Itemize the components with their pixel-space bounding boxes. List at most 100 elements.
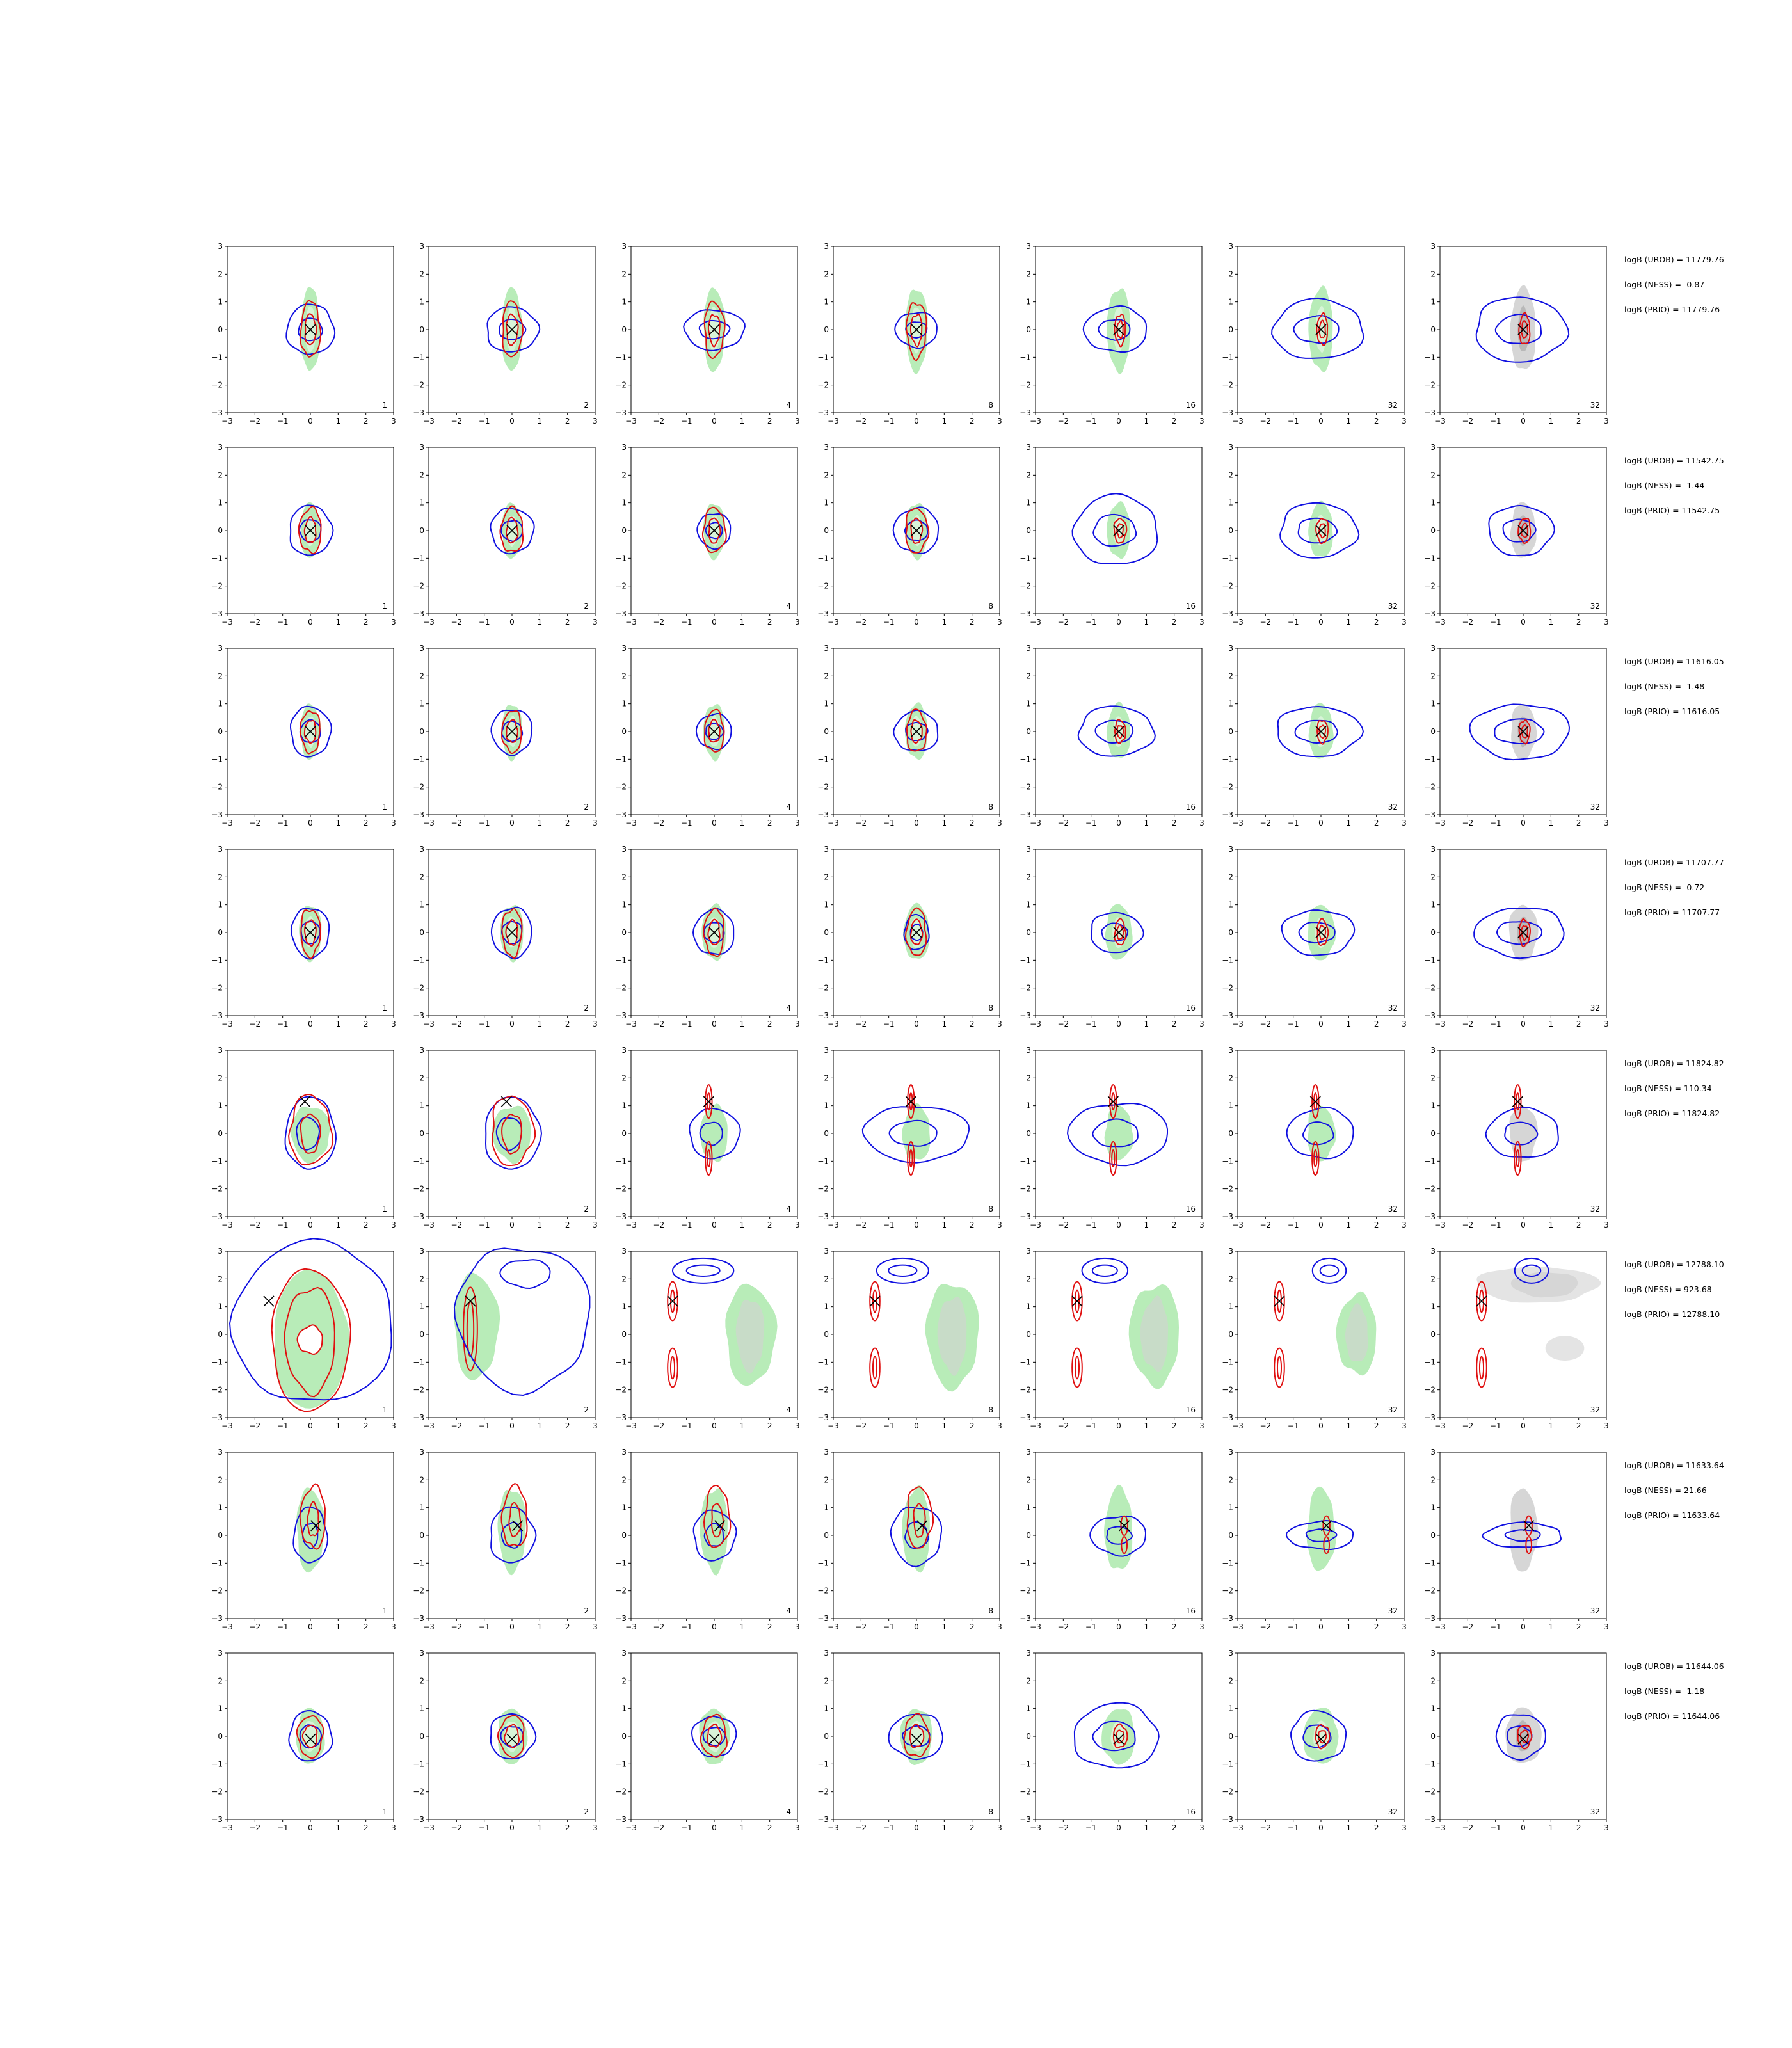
panel-label: 8 — [988, 803, 993, 812]
red-contour — [504, 1724, 520, 1748]
y-tick-label: 1 — [1026, 499, 1031, 508]
blue-contour-outer — [894, 312, 938, 349]
y-tick-label: 2 — [218, 1274, 223, 1283]
x-tick-label: −2 — [1260, 417, 1271, 426]
y-tick-label: 0 — [1430, 727, 1436, 736]
blue-contour-inner — [1319, 1264, 1340, 1277]
x-tick-label: 1 — [336, 1220, 341, 1229]
x-tick-label: 3 — [1402, 1622, 1407, 1631]
y-tick-label: 1 — [1430, 900, 1436, 909]
red-contour — [1116, 724, 1124, 739]
x-tick-label: −1 — [277, 417, 289, 426]
y-tick-label: −3 — [817, 1212, 829, 1221]
red-contour — [1276, 1356, 1283, 1380]
y-tick-label: 1 — [621, 1503, 627, 1512]
y-tick-label: 0 — [419, 928, 424, 937]
x-tick-label: −2 — [249, 1020, 260, 1028]
red-contour — [669, 1289, 676, 1313]
x-tick-label: −3 — [1030, 417, 1041, 426]
true-value-marker — [1315, 1733, 1327, 1745]
x-tick-label: −1 — [1288, 819, 1299, 828]
panel-content — [1469, 703, 1571, 761]
y-tick-label: 0 — [1430, 325, 1436, 334]
red-contour — [905, 508, 930, 554]
x-tick-label: 3 — [1199, 1622, 1204, 1631]
panel-content — [1475, 285, 1570, 369]
x-tick-label: −3 — [1030, 1823, 1041, 1832]
x-tick-label: −3 — [221, 1622, 233, 1631]
x-tick-label: 1 — [538, 1622, 543, 1631]
panel-axes: −3−3 −2 −2 −1 −1 0 0 1 1 2 2 3 3 32 — [1222, 1448, 1407, 1631]
x-tick-label: −3 — [1232, 1020, 1244, 1028]
true-value-marker — [1476, 1295, 1487, 1307]
x-tick-label: −2 — [855, 1020, 867, 1028]
y-tick-label: 3 — [1228, 1448, 1233, 1457]
panel-content — [1485, 1084, 1559, 1176]
x-tick-label: −1 — [681, 1823, 692, 1832]
blue-contour-outer — [1082, 305, 1148, 353]
x-tick-label: −3 — [828, 1020, 839, 1028]
y-tick-label: 0 — [419, 1732, 424, 1741]
x-tick-label: 0 — [1521, 819, 1526, 828]
x-tick-label: −1 — [681, 1421, 692, 1430]
panel-content — [1071, 1257, 1179, 1389]
x-tick-label: 3 — [1604, 417, 1609, 426]
panel-content — [689, 1084, 741, 1176]
x-tick-label: 0 — [1116, 1622, 1121, 1631]
x-tick-label: 1 — [740, 1220, 745, 1229]
y-tick-label: −2 — [615, 1587, 627, 1596]
blue-contour-outer — [1475, 296, 1570, 363]
green-density — [1104, 1105, 1133, 1161]
panel-axes: −3−3 −2 −2 −1 −1 0 0 1 1 2 2 3 3 32 — [1424, 1247, 1609, 1430]
x-tick-label: −2 — [249, 1421, 260, 1430]
y-tick-label: 1 — [218, 499, 223, 508]
y-tick-label: −2 — [1424, 1788, 1436, 1796]
x-tick-label: 2 — [970, 618, 975, 627]
panel-label: 8 — [988, 602, 993, 611]
y-tick-label: −3 — [413, 1011, 424, 1020]
y-tick-label: −3 — [615, 408, 627, 417]
y-tick-label: 2 — [218, 1073, 223, 1082]
red-contour — [910, 517, 924, 544]
x-tick-label: 0 — [712, 1220, 717, 1229]
x-tick-label: 0 — [712, 1020, 717, 1028]
y-tick-label: 2 — [419, 1676, 424, 1685]
x-tick-label: −3 — [221, 618, 233, 627]
y-tick-label: 1 — [1430, 1302, 1436, 1311]
y-tick-label: −2 — [1020, 1185, 1031, 1194]
y-tick-label: −2 — [1020, 1788, 1031, 1796]
blue-contour-inner — [699, 1121, 723, 1146]
x-tick-label: 0 — [308, 417, 313, 426]
x-tick-label: 0 — [1318, 1020, 1324, 1028]
panel-content — [1286, 1084, 1354, 1176]
red-contour — [284, 1286, 335, 1398]
true-value-marker — [869, 1295, 881, 1307]
y-tick-label: −2 — [211, 381, 223, 390]
y-tick-label: −2 — [1020, 783, 1031, 792]
panel-content — [228, 1238, 392, 1412]
true-value-marker — [506, 525, 518, 536]
y-tick-label: 1 — [1228, 1503, 1233, 1512]
panel-label: 32 — [1388, 401, 1398, 410]
x-tick-label: 3 — [795, 1020, 800, 1028]
blue-contour-inner — [299, 519, 322, 543]
x-tick-label: 2 — [1576, 1823, 1581, 1832]
blue-contour-outer — [490, 709, 533, 756]
x-tick-label: −3 — [1030, 1622, 1041, 1631]
panel-label: 32 — [1388, 1606, 1398, 1615]
red-contour — [667, 1281, 678, 1322]
panel-label: 16 — [1186, 1405, 1196, 1414]
y-tick-label: −3 — [615, 1011, 627, 1020]
y-tick-label: −1 — [1222, 956, 1233, 964]
x-tick-label: −3 — [1232, 819, 1244, 828]
y-tick-label: −3 — [1222, 1614, 1233, 1623]
y-tick-label: −1 — [817, 1357, 829, 1366]
blue-contour-outer — [890, 1507, 942, 1567]
y-tick-label: 3 — [419, 1247, 424, 1256]
y-tick-label: 0 — [218, 1732, 223, 1741]
y-tick-label: 0 — [419, 325, 424, 334]
